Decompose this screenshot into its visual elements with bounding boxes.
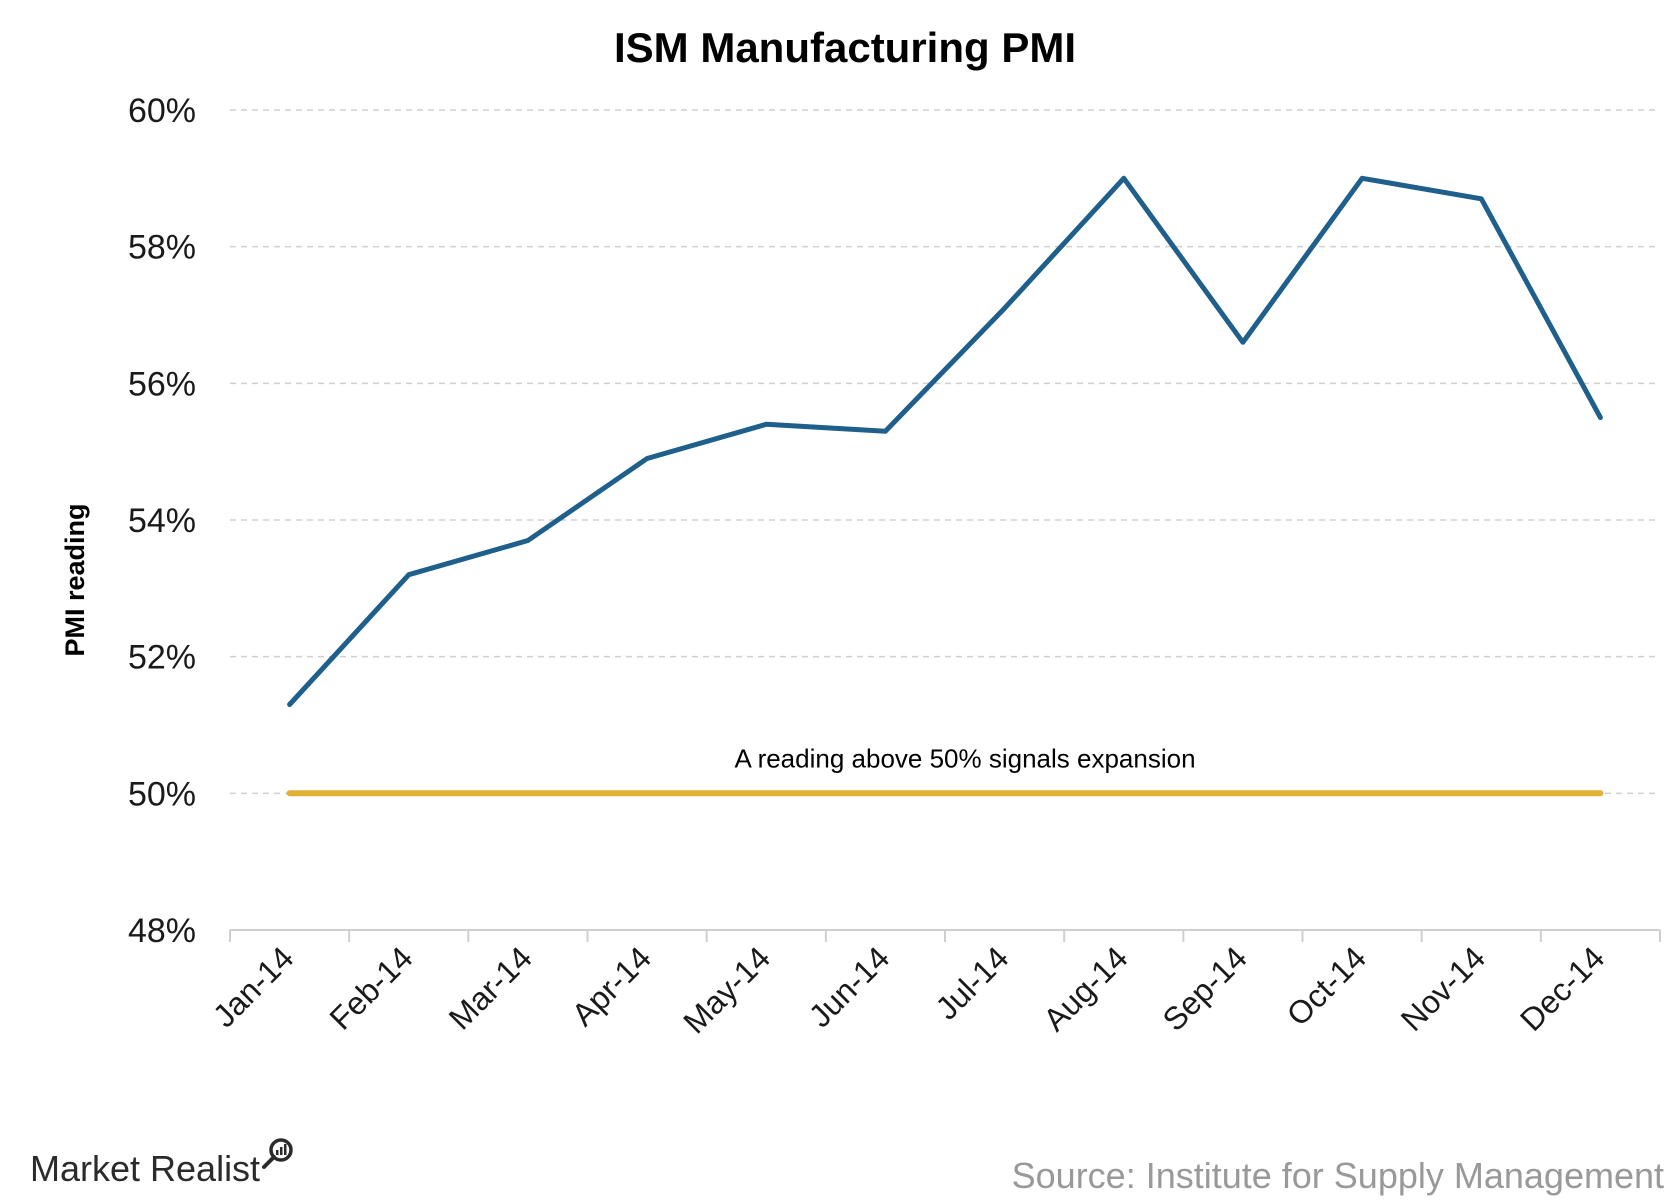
x-tick-label: Jul-14	[928, 939, 1015, 1026]
y-tick-label: 54%	[128, 502, 196, 540]
chart-title: ISM Manufacturing PMI	[614, 24, 1076, 71]
x-tick-label: Nov-14	[1394, 939, 1492, 1037]
pmi-series-line	[287, 175, 1603, 707]
x-tick-label: Aug-14	[1036, 939, 1134, 1037]
y-tick-label: 52%	[128, 639, 196, 677]
x-axis: Jan-14 Feb-14 Mar-14 Apr-14 May-14 Jun-14 Jul-…	[206, 929, 1661, 1040]
gridlines	[230, 109, 1660, 795]
expansion-annotation: A reading above 50% signals expansion	[734, 743, 1195, 773]
x-tick-label: Jan-14	[206, 939, 301, 1034]
source-note: Source: Institute for Supply Management	[1012, 1155, 1664, 1196]
logo-text: Market Realist	[30, 1148, 260, 1189]
y-tick-label: 48%	[128, 912, 196, 950]
y-tick-label: 60%	[128, 92, 196, 130]
y-tick-label: 58%	[128, 229, 196, 267]
x-tick-label: Dec-14	[1513, 939, 1611, 1037]
y-tick-label: 50%	[128, 775, 196, 813]
x-tick-label: Mar-14	[442, 939, 539, 1036]
x-tick-label: Sep-14	[1155, 939, 1253, 1037]
magnifier-icon	[262, 1138, 293, 1169]
y-tick-label: 56%	[128, 365, 196, 403]
y-axis-ticks: 48% 50% 52% 54% 56% 58% 60%	[128, 92, 196, 950]
x-tick-label: Feb-14	[323, 939, 420, 1036]
market-realist-logo: Market Realist	[30, 1138, 293, 1189]
x-tick-label: Apr-14	[565, 939, 658, 1032]
series-lines	[286, 175, 1604, 797]
x-tick-label: Oct-14	[1280, 939, 1373, 1032]
x-tick-label: Jun-14	[802, 939, 897, 1034]
y-axis-label: PMI reading	[60, 503, 90, 656]
x-tick-label: May-14	[676, 939, 777, 1040]
